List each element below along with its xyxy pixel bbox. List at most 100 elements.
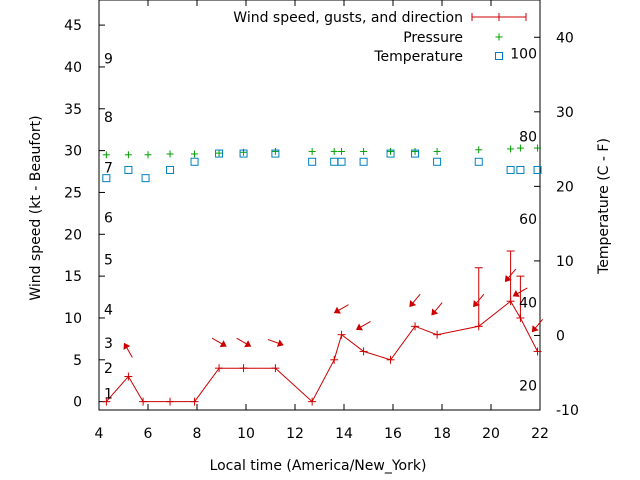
x-axis-label: Local time (America/New_York)	[210, 458, 427, 474]
pressure-point	[102, 151, 110, 159]
pressure-point	[330, 147, 338, 155]
fahrenheit-label: 60	[519, 212, 537, 228]
beaufort-label: 4	[104, 303, 113, 319]
wind-point	[215, 364, 224, 373]
arrow-head	[504, 274, 512, 283]
temperature-point	[359, 157, 368, 166]
y2-tick-label: 10	[556, 254, 574, 270]
x-tick-label: 4	[95, 426, 104, 442]
temperature-point	[239, 149, 248, 158]
arrow-head	[333, 306, 341, 314]
wind-point	[139, 397, 148, 406]
temperature-point	[308, 157, 317, 166]
plot-frame	[98, 0, 541, 411]
pressure-point	[534, 144, 542, 152]
y2-axis-label: Temperature (C - F)	[596, 138, 612, 275]
y2-tick-label: 0	[556, 328, 565, 344]
pressure-point	[338, 147, 346, 155]
wind-point	[308, 397, 317, 406]
beaufort-label: 2	[104, 361, 113, 377]
temperature-point	[337, 157, 346, 166]
wind-direction-arrow	[512, 287, 528, 297]
pressure-point	[144, 151, 152, 159]
y2-tick-label: -10	[556, 403, 579, 419]
temperature-point	[474, 157, 483, 166]
y2-tick-label: 30	[556, 105, 574, 121]
wind-point	[386, 355, 395, 364]
legend-entry-pressure: Pressure	[403, 30, 463, 46]
x-tick-label: 8	[193, 426, 202, 442]
y2-tick-label: 20	[556, 179, 574, 195]
fahrenheit-label: 100	[510, 47, 537, 63]
temperature-point	[386, 149, 395, 158]
wind-direction-arrow	[409, 293, 421, 308]
arrow-head	[219, 340, 227, 348]
arrow-head	[244, 340, 252, 348]
beaufort-label: 8	[104, 110, 113, 126]
arrow-head	[473, 300, 480, 308]
x-tick-label: 22	[531, 426, 549, 442]
temperature-point	[516, 165, 525, 174]
wind-point	[166, 397, 175, 406]
temperature-point	[330, 157, 339, 166]
wind-direction-arrow	[123, 342, 133, 358]
x-tick-label: 12	[286, 426, 304, 442]
legend: Wind speed, gusts, and direction Pressur…	[233, 10, 527, 65]
pressure-point	[475, 146, 483, 154]
beaufort-label: 7	[104, 160, 113, 176]
wind-direction-arrow	[355, 320, 371, 331]
arrow-head	[409, 300, 417, 308]
wind-direction-arrow	[431, 302, 443, 316]
pressure-point	[215, 149, 223, 157]
beaufort-label: 9	[104, 52, 113, 68]
wind-speed-line	[105, 300, 538, 403]
pressure-point	[191, 150, 199, 158]
y-tick-label: 0	[73, 395, 82, 411]
pressure-point	[387, 147, 395, 155]
temperature-point	[533, 165, 542, 174]
wind-direction-arrow	[473, 293, 485, 308]
wind-direction-arrow	[531, 318, 544, 333]
x-tick-label: 10	[237, 426, 255, 442]
legend-sample-temperature	[495, 52, 503, 60]
wind-point	[433, 330, 442, 339]
arrow-head	[123, 342, 131, 350]
temperature-point	[102, 174, 111, 183]
wind-direction-arrow	[236, 337, 252, 348]
plot-area	[98, 0, 541, 411]
arrow-head	[431, 308, 439, 316]
x-tick-label: 14	[335, 426, 353, 442]
wind-direction-arrow	[333, 304, 349, 314]
pressure-point	[271, 147, 279, 155]
fahrenheit-label: 80	[519, 129, 537, 145]
wind-point	[330, 355, 339, 364]
x-tick-label: 18	[433, 426, 451, 442]
arrow-head	[512, 290, 520, 297]
wind-point	[239, 364, 248, 373]
temperature-point	[215, 149, 224, 158]
pressure-point	[516, 144, 524, 152]
pressure-point	[360, 147, 368, 155]
pressure-point	[124, 151, 132, 159]
pressure-point	[308, 147, 316, 155]
beaufort-label: 5	[104, 252, 113, 268]
wind-point	[102, 397, 111, 406]
wind-point	[190, 397, 199, 406]
y-tick-label: 20	[64, 227, 82, 243]
beaufort-label: 1	[104, 386, 113, 402]
temperature-point	[433, 157, 442, 166]
legend-entry-temperature: Temperature	[373, 49, 463, 65]
temperature-point	[506, 165, 515, 174]
x-tick-label: 16	[384, 426, 402, 442]
arrow-head	[531, 325, 539, 333]
temperature-point	[411, 149, 420, 158]
y-tick-label: 10	[64, 311, 82, 327]
wind-point	[411, 322, 420, 331]
y-tick-label: 45	[64, 18, 82, 34]
temperature-point	[190, 157, 199, 166]
temperature-point	[271, 149, 280, 158]
y-axis-label: Wind speed (kt - Beaufort)	[28, 115, 44, 300]
y-tick-label: 30	[64, 144, 82, 160]
wind-direction-arrow	[211, 337, 227, 348]
